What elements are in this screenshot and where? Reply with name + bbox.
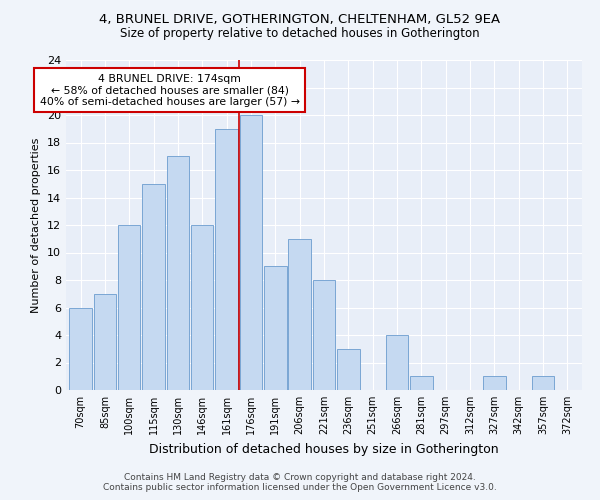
Text: 4 BRUNEL DRIVE: 174sqm
← 58% of detached houses are smaller (84)
40% of semi-det: 4 BRUNEL DRIVE: 174sqm ← 58% of detached… — [40, 74, 299, 107]
Bar — [142, 184, 165, 390]
Bar — [118, 225, 140, 390]
Bar — [289, 239, 311, 390]
Text: 4, BRUNEL DRIVE, GOTHERINGTON, CHELTENHAM, GL52 9EA: 4, BRUNEL DRIVE, GOTHERINGTON, CHELTENHA… — [100, 12, 500, 26]
Bar — [386, 335, 408, 390]
Bar — [410, 376, 433, 390]
Bar — [532, 376, 554, 390]
Bar — [264, 266, 287, 390]
Bar — [70, 308, 92, 390]
Bar — [94, 294, 116, 390]
Bar — [191, 225, 214, 390]
Bar — [337, 349, 359, 390]
Bar — [215, 128, 238, 390]
Bar — [313, 280, 335, 390]
Text: Contains HM Land Registry data © Crown copyright and database right 2024.
Contai: Contains HM Land Registry data © Crown c… — [103, 473, 497, 492]
Bar — [167, 156, 189, 390]
X-axis label: Distribution of detached houses by size in Gotherington: Distribution of detached houses by size … — [149, 442, 499, 456]
Text: Size of property relative to detached houses in Gotherington: Size of property relative to detached ho… — [120, 28, 480, 40]
Bar — [240, 115, 262, 390]
Y-axis label: Number of detached properties: Number of detached properties — [31, 138, 41, 312]
Bar — [483, 376, 506, 390]
